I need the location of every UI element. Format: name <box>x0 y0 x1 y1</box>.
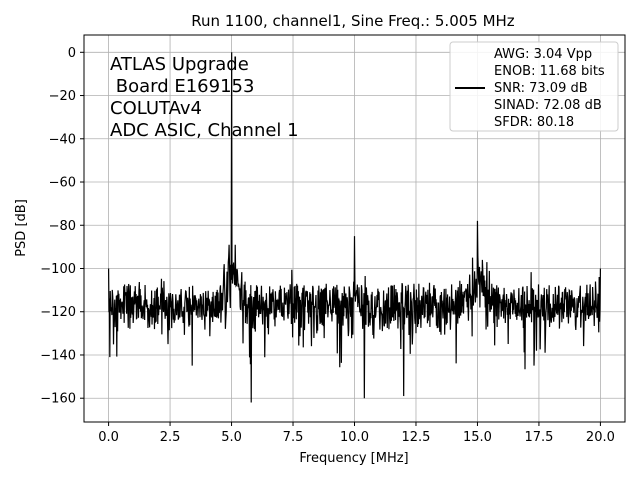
legend-entry-awg: AWG: 3.04 Vpp <box>494 47 592 62</box>
y-tick-label: 0 <box>68 46 76 61</box>
y-axis-ticks: 0 −20 −40 −60 −80 −100 −120 −140 −160 <box>40 46 84 407</box>
y-tick-label: −40 <box>49 132 76 147</box>
legend-entry-enob: ENOB: 11.68 bits <box>494 64 605 79</box>
y-tick-label: −20 <box>49 89 76 104</box>
y-axis-label: PSD [dB] <box>14 199 29 257</box>
y-tick-label: −140 <box>40 348 76 363</box>
x-tick-label: 12.5 <box>402 430 431 445</box>
psd-series-line <box>107 52 602 403</box>
x-tick-label: 5.0 <box>221 430 242 445</box>
annotation-line-2: Board E169153 <box>110 76 254 97</box>
y-tick-label: −100 <box>40 262 76 277</box>
legend: AWG: 3.04 Vpp ENOB: 11.68 bits SNR: 73.0… <box>449 41 619 132</box>
x-tick-label: 10.0 <box>340 430 369 445</box>
x-tick-label: 17.5 <box>524 430 553 445</box>
x-axis-label: Frequency [MHz] <box>299 451 408 466</box>
psd-trace <box>107 52 602 403</box>
annotation-line-1: ATLAS Upgrade <box>110 54 249 75</box>
x-tick-label: 7.5 <box>283 430 304 445</box>
x-tick-label: 20.0 <box>586 430 615 445</box>
legend-entry-snr: SNR: 73.09 dB <box>494 81 588 96</box>
x-axis-ticks: 0.0 2.5 5.0 7.5 10.0 12.5 15.0 17.5 20.0 <box>98 422 615 445</box>
legend-entry-sinad: SINAD: 72.08 dB <box>494 98 602 113</box>
annotation-line-4: ADC ASIC, Channel 1 <box>110 120 299 141</box>
annotation-line-3: COLUTAv4 <box>110 98 202 119</box>
chart-title: Run 1100, channel1, Sine Freq.: 5.005 MH… <box>191 12 515 30</box>
y-tick-label: −120 <box>40 305 76 320</box>
x-tick-label: 15.0 <box>463 430 492 445</box>
y-tick-label: −160 <box>40 392 76 407</box>
y-tick-label: −80 <box>49 219 76 234</box>
legend-entry-sfdr: SFDR: 80.18 <box>494 115 574 130</box>
legend-box <box>449 41 619 132</box>
x-tick-label: 2.5 <box>160 430 181 445</box>
x-tick-label: 0.0 <box>98 430 119 445</box>
y-tick-label: −60 <box>49 176 76 191</box>
board-annotation: ATLAS Upgrade Board E169153 COLUTAv4 ADC… <box>110 54 299 141</box>
